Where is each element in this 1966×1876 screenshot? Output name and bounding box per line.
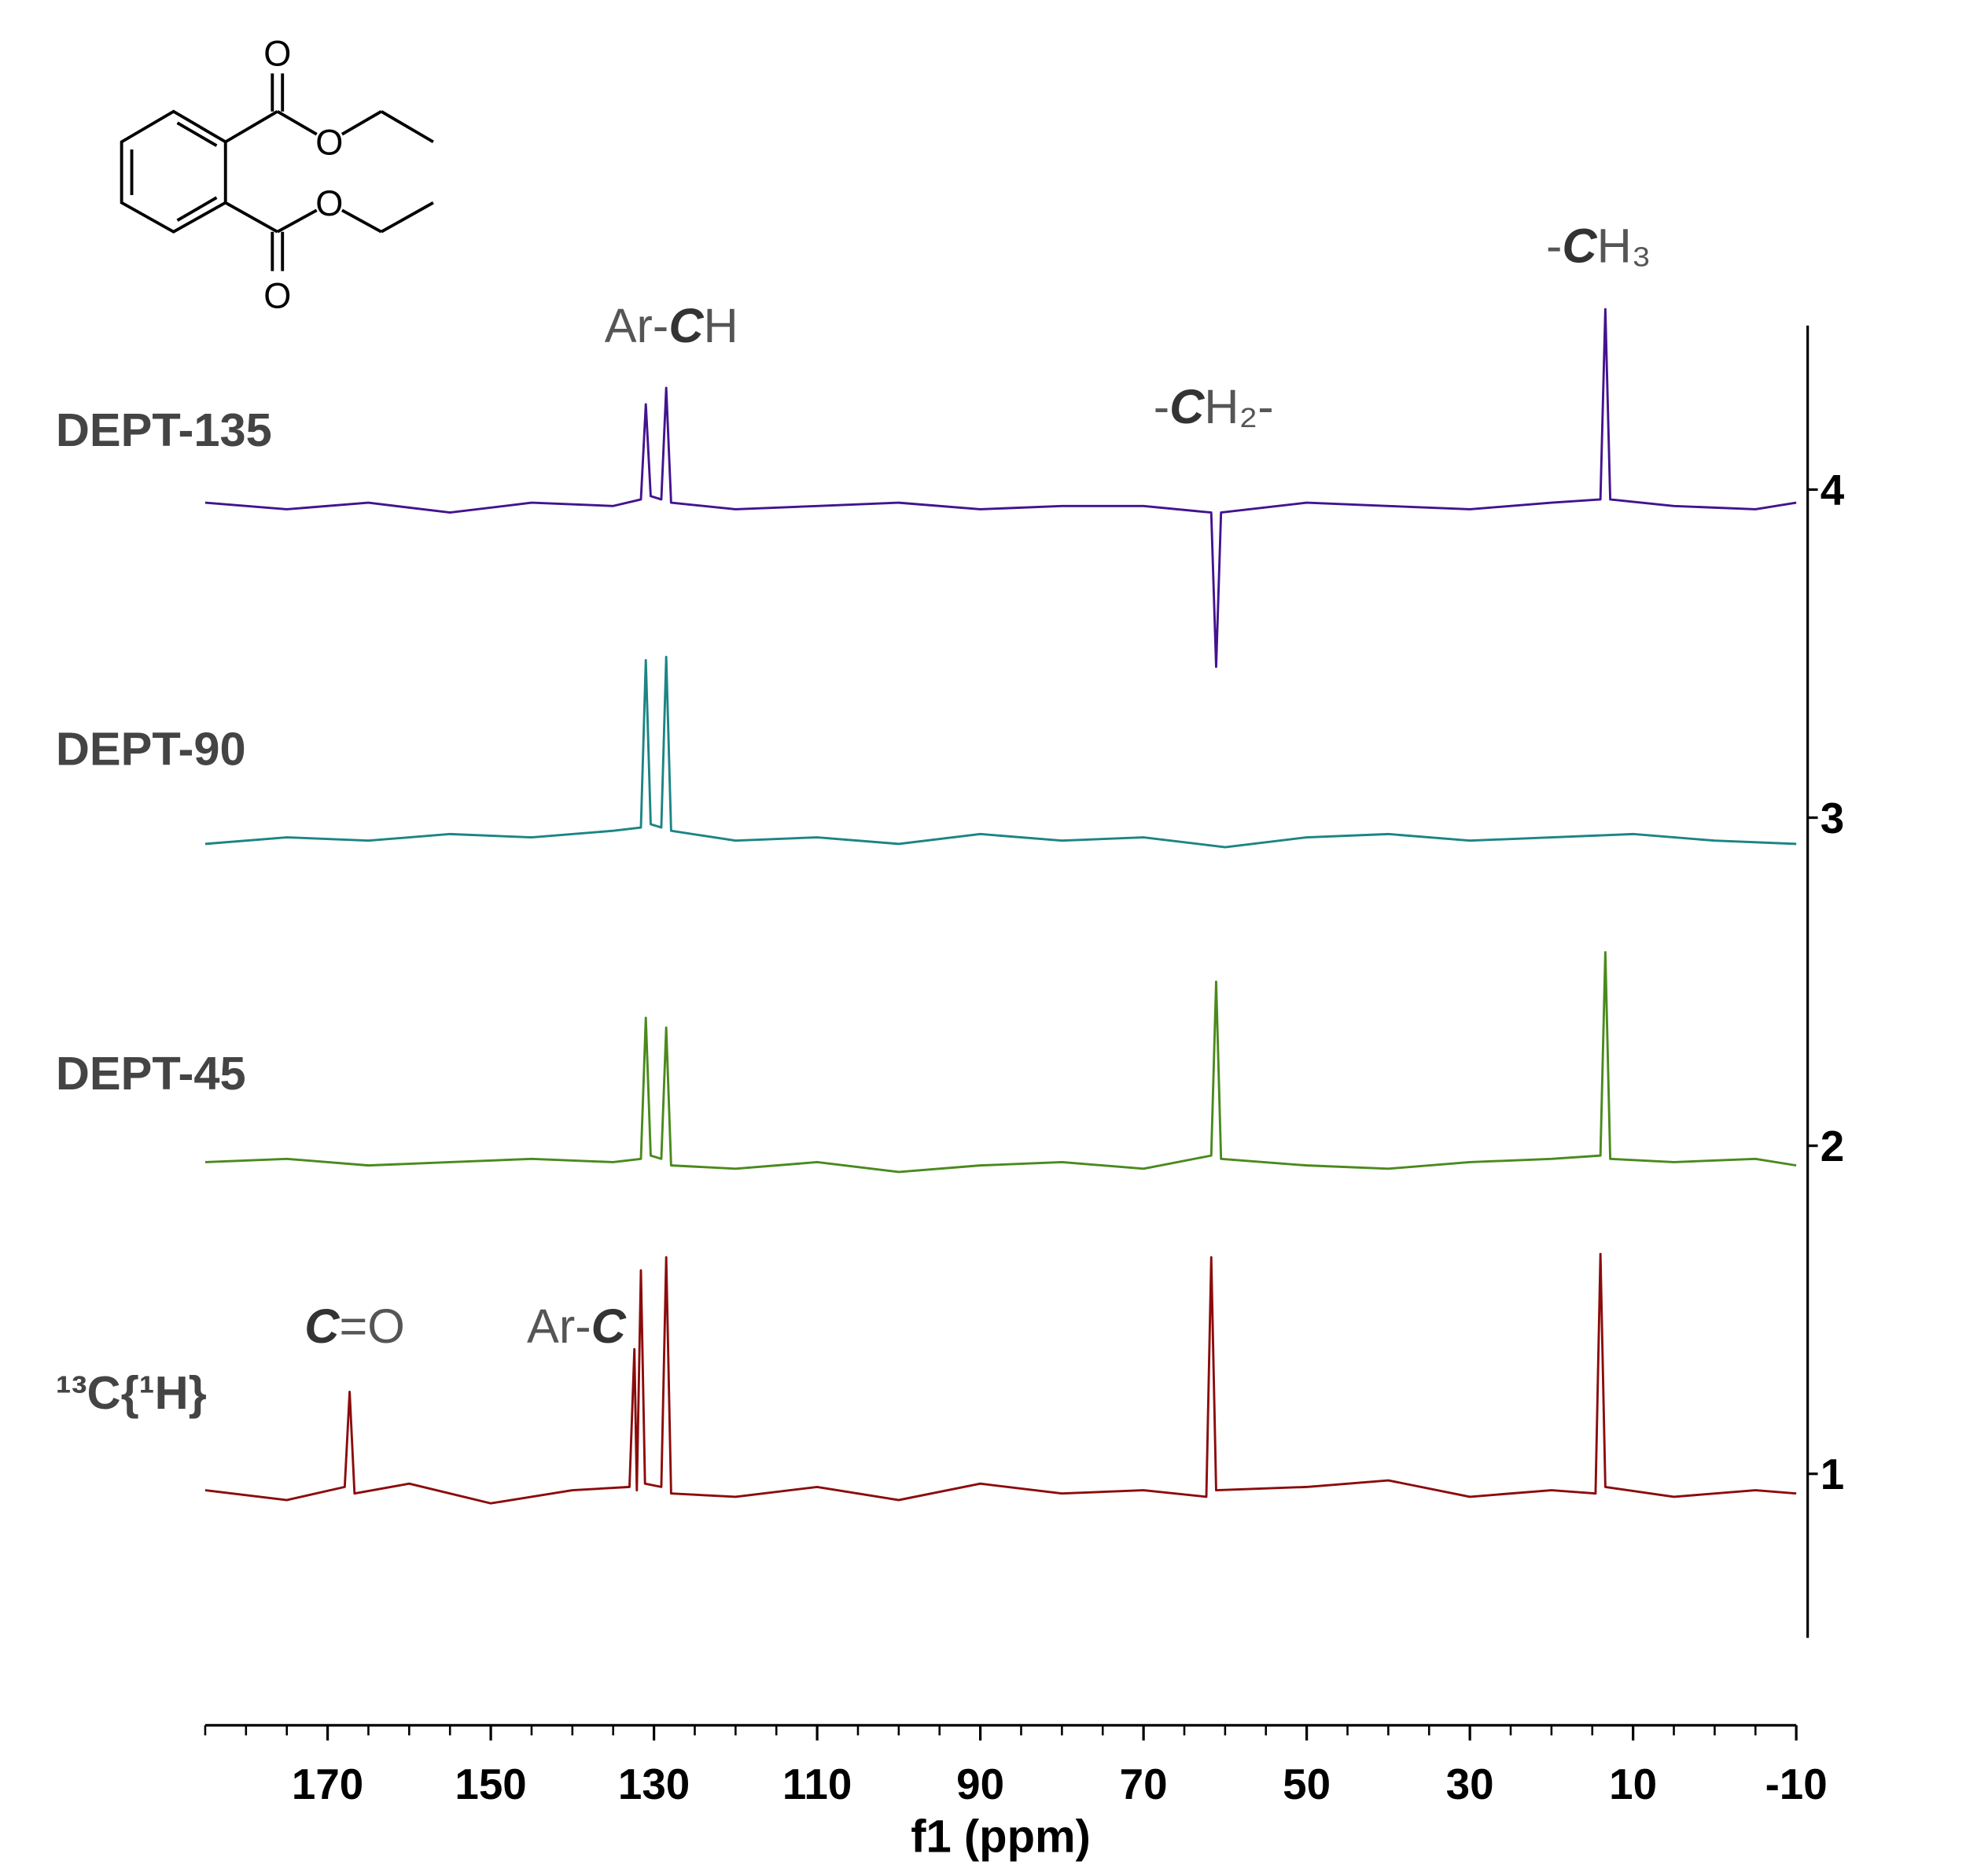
bond — [176, 121, 218, 147]
x-tick-label: 70 — [1120, 1760, 1168, 1808]
spectrum-line — [204, 308, 1797, 669]
x-tick-label: 150 — [455, 1760, 526, 1808]
series-label: DEPT-135 — [56, 404, 272, 456]
annotation-part: Ar- — [527, 1299, 591, 1353]
x-tick-label: 130 — [618, 1760, 690, 1808]
x-tick-label: 10 — [1609, 1760, 1657, 1808]
y-tick-label: 4 — [1821, 466, 1845, 514]
atom-label: O — [263, 34, 291, 74]
annotation-part: C — [1169, 380, 1205, 433]
annotation-part: C — [304, 1299, 340, 1353]
bond — [276, 110, 318, 136]
annotation-part: =O — [339, 1299, 404, 1353]
x-axis-title: f1 (ppm) — [911, 1812, 1091, 1862]
x-tick-label: 50 — [1283, 1760, 1331, 1808]
bond — [380, 110, 434, 144]
annotation-part: - — [1154, 380, 1169, 433]
bond — [341, 110, 382, 136]
spectrum-line — [204, 655, 1797, 849]
spectrum-line — [204, 951, 1797, 1174]
series-label: DEPT-90 — [56, 723, 246, 776]
series-label: ¹³C{¹H} — [56, 1366, 207, 1419]
spectrum-line — [204, 1252, 1797, 1505]
annotation-part: Ar- — [605, 299, 669, 352]
x-tick-label: 110 — [782, 1760, 852, 1808]
annotation-part: - — [1546, 219, 1562, 272]
annotation-part: H₂- — [1204, 380, 1273, 433]
bond — [176, 196, 218, 222]
y-tick-label: 3 — [1821, 794, 1844, 842]
bond — [224, 110, 278, 144]
bond — [224, 201, 278, 234]
annotation-part: H₃ — [1597, 219, 1651, 272]
annotation: Ar-CH — [605, 299, 738, 352]
y-tick-label: 1 — [1821, 1450, 1844, 1498]
y-tick-label: 2 — [1821, 1122, 1844, 1170]
x-tick-label: 90 — [956, 1760, 1004, 1808]
annotation: Ar-C — [527, 1299, 627, 1353]
x-tick-label: -10 — [1765, 1760, 1828, 1808]
benzene-ring — [120, 109, 227, 234]
annotation-part: C — [591, 1299, 627, 1353]
atom-label: O — [315, 122, 343, 162]
annotation-part: H — [704, 299, 738, 352]
annotation: -CH₃ — [1546, 219, 1651, 272]
molecule — [120, 73, 434, 271]
annotation: C=O — [304, 1299, 405, 1353]
x-tick-label: 30 — [1446, 1760, 1494, 1808]
annotation: -CH₂- — [1154, 380, 1274, 433]
series-label: DEPT-45 — [56, 1047, 246, 1100]
bond — [276, 208, 318, 234]
bond — [380, 201, 434, 234]
annotation-part: C — [1562, 219, 1597, 272]
x-tick-label: 170 — [292, 1760, 363, 1808]
annotation-part: C — [668, 299, 704, 352]
atom-label: O — [315, 183, 343, 223]
atom-label: O — [263, 275, 291, 315]
bond — [341, 208, 382, 234]
